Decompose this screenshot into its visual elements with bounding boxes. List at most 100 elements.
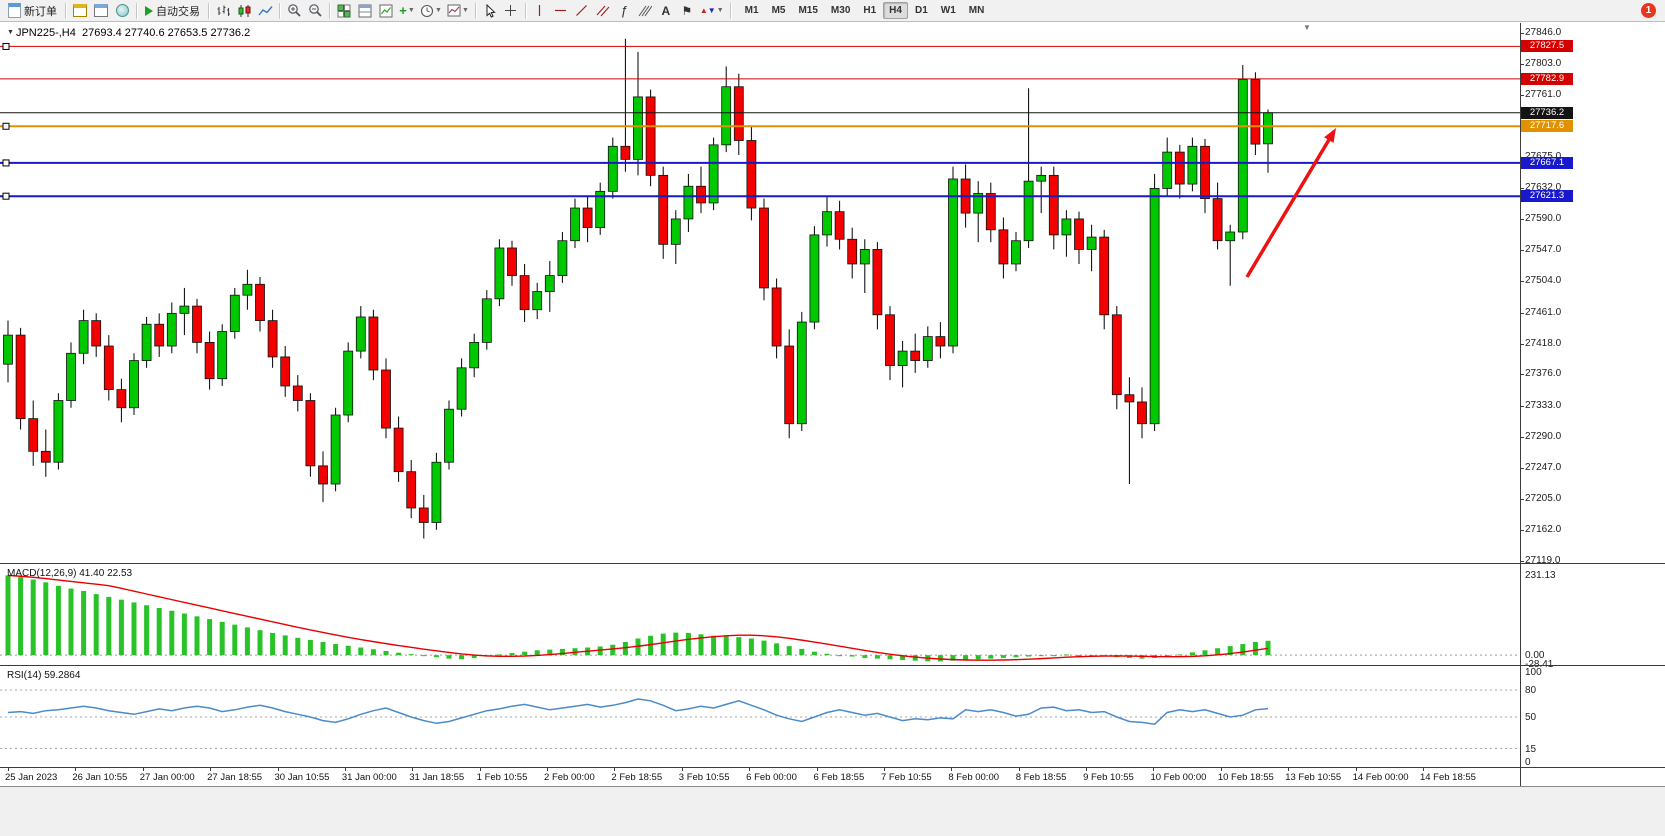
pitchfork-tool-button[interactable]: [635, 1, 655, 20]
panel-divider[interactable]: [0, 563, 1665, 564]
channel-tool-button[interactable]: [593, 1, 613, 20]
tile-windows-button[interactable]: [334, 1, 354, 20]
price-tag: 27782.9: [1521, 72, 1573, 85]
timeframe-button-mn[interactable]: MN: [968, 5, 985, 16]
zoom-in-button[interactable]: [284, 1, 304, 20]
text-tool-button[interactable]: A: [656, 1, 676, 20]
macd-bar: [874, 655, 880, 659]
panel-divider[interactable]: [0, 665, 1665, 666]
macd-bar: [1240, 644, 1246, 656]
horizontal-line-tool-button[interactable]: [551, 1, 571, 20]
macd-bar: [383, 650, 389, 656]
time-axis-label: 8 Feb 18:55: [1015, 772, 1067, 783]
line-chart-icon: [257, 5, 273, 15]
timeframe-button-m5[interactable]: M5: [771, 5, 786, 16]
timeframe-button-d1[interactable]: D1: [914, 5, 928, 16]
indicators-window-icon: [358, 4, 372, 17]
candle-body: [103, 345, 114, 390]
timeframe-button-w1[interactable]: W1: [940, 5, 956, 16]
plus-icon: +: [399, 3, 407, 18]
bar-chart-button[interactable]: [213, 1, 233, 20]
macd-bar: [471, 655, 477, 658]
candle-body: [683, 185, 694, 220]
timeframe-button-h4[interactable]: H4: [883, 2, 908, 19]
crosshair-tool-button[interactable]: [501, 1, 521, 20]
panel-divider[interactable]: [0, 767, 1665, 768]
macd-bar: [295, 637, 301, 656]
period-selector-button[interactable]: ▼: [418, 1, 444, 20]
one-click-trading-arrow[interactable]: ▼: [7, 29, 14, 36]
macd-bar: [93, 594, 99, 656]
candle-body: [973, 193, 984, 214]
macd-bar: [282, 635, 288, 656]
notification-badge[interactable]: 1: [1641, 3, 1656, 18]
candlestick-chart-button[interactable]: [234, 1, 254, 20]
timeframe-button-h1[interactable]: H1: [863, 5, 877, 16]
chart-shift-marker[interactable]: ▼: [1303, 23, 1311, 32]
candle-body: [645, 96, 656, 176]
zoom-out-button[interactable]: [305, 1, 325, 20]
candle-body: [40, 450, 51, 463]
autotrading-button[interactable]: 自动交易: [141, 1, 204, 20]
time-axis[interactable]: 25 Jan 2023 26 Jan 10:55 27 Jan 00:00 27 Ja…: [0, 768, 1520, 786]
timeframe-button-m1[interactable]: M1: [744, 5, 759, 16]
macd-bar: [18, 577, 24, 656]
rsi-panel[interactable]: [0, 666, 1520, 767]
main-chart[interactable]: [0, 23, 1520, 563]
cursor-tool-button[interactable]: [480, 1, 500, 20]
chevron-down-icon: ▼: [435, 7, 442, 14]
fibonacci-tool-button[interactable]: ƒ: [614, 1, 634, 20]
time-axis-label: 25 Jan 2023: [5, 772, 58, 783]
candle-body: [343, 350, 354, 416]
indicators-window-button[interactable]: [355, 1, 375, 20]
macd-bar: [396, 652, 402, 656]
macd-bar: [673, 632, 679, 656]
candle-body: [544, 275, 555, 292]
candle-body: [1074, 218, 1084, 250]
price-axis-tick: [1521, 343, 1524, 345]
label-tool-button[interactable]: ⚑: [677, 1, 697, 20]
data-window-button[interactable]: [91, 1, 111, 20]
rsi-axis-label: 15: [1525, 743, 1537, 755]
channel-icon: [596, 5, 610, 17]
price-axis-tick: [1521, 405, 1524, 407]
add-indicator-button[interactable]: + ▼: [397, 1, 417, 20]
candle-body: [267, 320, 278, 358]
timeframe-group: M1 M5 M15 M30 H1 H4 D1 W1 MN: [739, 2, 991, 19]
macd-bar: [862, 655, 868, 658]
market-watch-button[interactable]: [70, 1, 90, 20]
macd-bar: [333, 644, 339, 656]
line-chart-button[interactable]: [255, 1, 275, 20]
shapes-dropdown-button[interactable]: ▲ ▼ ▼: [698, 1, 726, 20]
time-axis-label: 2 Feb 00:00: [544, 772, 595, 783]
macd-bar: [106, 596, 112, 656]
time-axis-label: 3 Feb 10:55: [678, 772, 730, 783]
trendline-tool-button[interactable]: [572, 1, 592, 20]
timeframe-button-m30[interactable]: M30: [830, 5, 851, 16]
macd-bar: [748, 638, 754, 656]
vertical-line-tool-button[interactable]: [530, 1, 550, 20]
candle-body: [154, 323, 165, 347]
time-axis-label: 10 Feb 00:00: [1150, 772, 1207, 783]
candle-body: [15, 334, 26, 420]
macd-panel[interactable]: [0, 564, 1520, 665]
template-selector-button[interactable]: ▼: [445, 1, 471, 20]
crosshair-icon: [505, 5, 517, 16]
candle-body: [1187, 145, 1198, 185]
chart-list-button[interactable]: [376, 1, 396, 20]
line-handle: [2, 192, 10, 200]
time-axis-tick: [816, 768, 818, 771]
macd-bar: [156, 607, 162, 656]
macd-bar: [799, 648, 805, 656]
toolbar-separator: [65, 2, 66, 19]
new-order-button[interactable]: 新订单: [4, 1, 61, 20]
macd-bar: [131, 602, 137, 656]
price-axis-label: 27761.0: [1525, 88, 1562, 100]
macd-axis-label: 0.00: [1525, 650, 1545, 662]
bar-chart-icon: [217, 5, 230, 16]
candle-body: [998, 229, 1009, 265]
macd-bar: [736, 637, 742, 656]
timeframe-button-m15[interactable]: M15: [798, 5, 818, 16]
time-axis-tick: [951, 768, 953, 771]
navigator-button[interactable]: [112, 1, 132, 20]
